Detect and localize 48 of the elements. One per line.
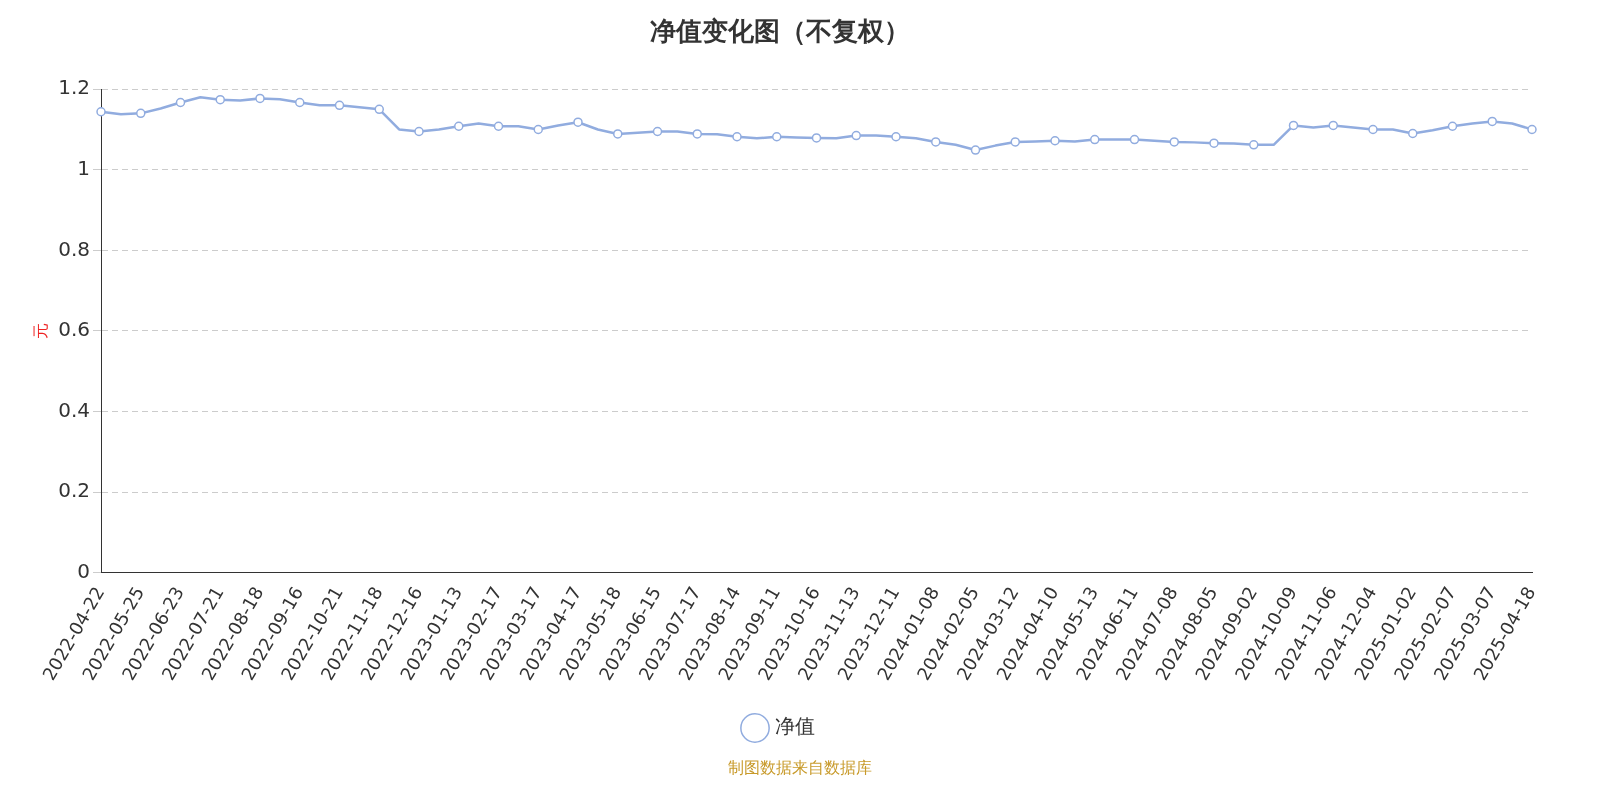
point — [732, 131, 742, 142]
point — [493, 121, 504, 132]
legend-label: 净值 — [775, 714, 815, 739]
point — [1249, 140, 1259, 150]
point — [1368, 124, 1378, 135]
point — [136, 108, 146, 119]
y-tick-label: 1.2 — [58, 75, 91, 100]
y-tick-label: 0 — [77, 558, 91, 583]
point — [1050, 136, 1060, 146]
point — [374, 104, 385, 115]
point — [295, 97, 305, 108]
point — [1010, 137, 1020, 147]
point — [255, 93, 265, 104]
point — [1209, 138, 1219, 148]
point — [414, 126, 424, 137]
point — [692, 129, 702, 139]
chart-title: 净值变化图（不复权） — [650, 16, 910, 47]
point — [811, 133, 822, 143]
point — [1408, 128, 1418, 139]
point — [1129, 134, 1140, 145]
point — [573, 117, 583, 127]
point — [891, 131, 901, 142]
point — [652, 126, 663, 137]
point — [175, 97, 186, 108]
point — [1090, 134, 1100, 145]
point — [1527, 124, 1537, 135]
y-tick-label: 0.2 — [58, 478, 91, 503]
point — [1169, 137, 1179, 147]
point — [851, 130, 861, 141]
point — [454, 121, 464, 132]
point — [533, 124, 544, 135]
point — [334, 100, 345, 111]
y-axis-title: 元 — [30, 322, 50, 339]
point — [96, 107, 106, 117]
point — [1288, 120, 1299, 131]
y-tick-label: 0.4 — [58, 397, 91, 422]
text: 制图数据来自数据库 — [727, 758, 873, 779]
point — [931, 137, 941, 147]
point — [1328, 120, 1338, 131]
point — [970, 145, 981, 155]
point — [215, 94, 226, 105]
point — [613, 129, 623, 139]
y-tick-label: 1 — [77, 155, 91, 180]
y-tick-label: 0.8 — [58, 236, 91, 261]
y-tick-label: 0.6 — [58, 317, 91, 342]
point — [772, 131, 782, 142]
point — [1487, 116, 1497, 127]
point — [1447, 121, 1458, 132]
